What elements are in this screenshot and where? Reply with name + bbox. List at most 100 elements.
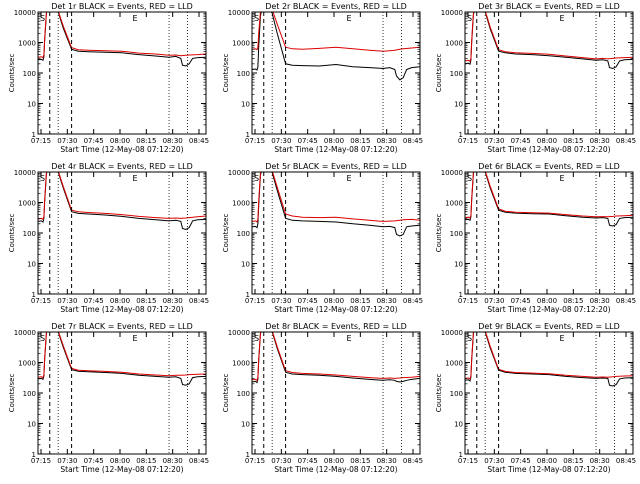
panel-title: Det 4r BLACK = Events, RED = LLD — [51, 162, 193, 171]
panel-det-2: Det 2r BLACK = Events, RED = LLD S E 1 10 100… — [222, 2, 423, 154]
y-tick-label: 1 — [32, 131, 36, 139]
y-tick-label: 1000 — [18, 360, 36, 368]
panel-title: Det 5r BLACK = Events, RED = LLD — [265, 162, 407, 171]
y-tick-label: 10 — [454, 261, 463, 269]
flag-start: S — [40, 174, 45, 183]
y-axis-label: Counts/sec — [435, 374, 443, 413]
plot-frame — [464, 171, 634, 295]
x-tick-label: 07:45 — [84, 137, 104, 145]
y-tick-label: 100 — [450, 230, 463, 238]
panel-det-5: Det 5r BLACK = Events, RED = LLD S E 1 10 100… — [222, 162, 423, 314]
x-tick-label: 08:00 — [324, 137, 344, 145]
x-tick-label: 08:15 — [563, 137, 583, 145]
series-group — [465, 12, 633, 70]
x-tick-label: 07:15 — [31, 297, 51, 305]
x-tick-label: 08:30 — [590, 297, 610, 305]
flag-end: E — [132, 174, 137, 183]
flag-start: S — [40, 334, 45, 343]
plot-frame — [251, 11, 421, 135]
x-tick-label: 08:45 — [189, 137, 209, 145]
x-tick-label: 08:00 — [110, 297, 130, 305]
y-tick-label: 10000 — [14, 9, 36, 17]
x-tick-label: 07:30 — [271, 457, 291, 465]
flag-start: S — [467, 174, 472, 183]
y-tick-label: 1000 — [445, 360, 463, 368]
series-lld — [252, 332, 420, 382]
y-tick-label: 10000 — [228, 9, 250, 17]
x-tick-label: 08:30 — [163, 457, 183, 465]
x-tick-label: 07:30 — [484, 297, 504, 305]
x-tick-label: 07:45 — [298, 297, 318, 305]
x-tick-label: 08:30 — [163, 137, 183, 145]
plot-frame — [251, 331, 421, 455]
x-tick-label: 08:00 — [110, 457, 130, 465]
panel-title: Det 9r BLACK = Events, RED = LLD — [478, 322, 620, 331]
y-tick-label: 100 — [23, 230, 36, 238]
flag-end: E — [559, 14, 564, 23]
panel-title: Det 7r BLACK = Events, RED = LLD — [51, 322, 193, 331]
x-tick-label: 08:45 — [616, 457, 636, 465]
series-group — [465, 172, 633, 227]
y-tick-label: 1000 — [18, 40, 36, 48]
y-tick-label: 100 — [237, 390, 250, 398]
y-tick-label: 100 — [237, 230, 250, 238]
y-axis-label: Counts/sec — [222, 214, 230, 253]
y-axis-label: Counts/sec — [8, 374, 16, 413]
series-group — [38, 172, 206, 231]
series-lld — [465, 172, 633, 219]
x-tick-label: 08:30 — [590, 457, 610, 465]
y-tick-label: 10 — [27, 101, 36, 109]
y-tick-label: 10000 — [228, 329, 250, 337]
x-tick-label: 07:15 — [31, 137, 51, 145]
panel-det-1: Det 1r BLACK = Events, RED = LLD S E 1 10 100… — [8, 2, 209, 154]
series-events — [252, 332, 420, 384]
flag-end: E — [346, 334, 351, 343]
y-tick-label: 10000 — [14, 169, 36, 177]
x-tick-label: 08:00 — [110, 137, 130, 145]
x-tick-label: 07:45 — [84, 297, 104, 305]
x-tick-label: 08:30 — [590, 137, 610, 145]
flag-end: E — [559, 334, 564, 343]
flag-end: E — [346, 14, 351, 23]
x-axis-label: Start Time (12-May-08 07:12:20) — [274, 305, 397, 314]
x-tick-label: 08:30 — [163, 297, 183, 305]
x-axis-label: Start Time (12-May-08 07:12:20) — [60, 465, 183, 474]
flag-end: E — [132, 14, 137, 23]
y-tick-label: 100 — [450, 390, 463, 398]
series-group — [38, 12, 206, 67]
series-group — [465, 332, 633, 387]
y-tick-label: 10000 — [441, 9, 463, 17]
y-tick-label: 1000 — [232, 200, 250, 208]
x-tick-label: 08:00 — [537, 137, 557, 145]
series-lld — [38, 332, 206, 379]
x-tick-label: 08:30 — [377, 457, 397, 465]
x-tick-label: 07:15 — [245, 297, 265, 305]
x-tick-label: 08:30 — [377, 137, 397, 145]
x-tick-label: 08:30 — [377, 297, 397, 305]
series-group — [252, 332, 420, 384]
y-tick-label: 1000 — [445, 200, 463, 208]
y-axis-label: Counts/sec — [8, 54, 16, 93]
x-tick-label: 08:45 — [403, 137, 423, 145]
x-tick-label: 08:15 — [350, 457, 370, 465]
x-tick-label: 07:30 — [484, 457, 504, 465]
series-lld — [252, 12, 420, 52]
flag-start: S — [40, 14, 45, 23]
x-tick-label: 07:15 — [245, 457, 265, 465]
y-tick-label: 10 — [241, 261, 250, 269]
x-tick-label: 07:45 — [511, 137, 531, 145]
panel-det-8: Det 8r BLACK = Events, RED = LLD S E 1 10 100… — [222, 322, 423, 474]
panel-det-3: Det 3r BLACK = Events, RED = LLD S E 1 10 100… — [435, 2, 636, 154]
y-tick-label: 100 — [23, 390, 36, 398]
x-tick-label: 08:15 — [350, 137, 370, 145]
y-axis-label: Counts/sec — [8, 214, 16, 253]
x-tick-label: 08:15 — [563, 457, 583, 465]
x-tick-label: 08:45 — [403, 297, 423, 305]
series-lld — [465, 332, 633, 380]
y-tick-label: 10 — [454, 101, 463, 109]
y-tick-label: 1 — [459, 451, 463, 459]
flag-end: E — [559, 174, 564, 183]
x-tick-label: 08:45 — [189, 457, 209, 465]
flag-end: E — [132, 334, 137, 343]
y-axis-label: Counts/sec — [435, 54, 443, 93]
